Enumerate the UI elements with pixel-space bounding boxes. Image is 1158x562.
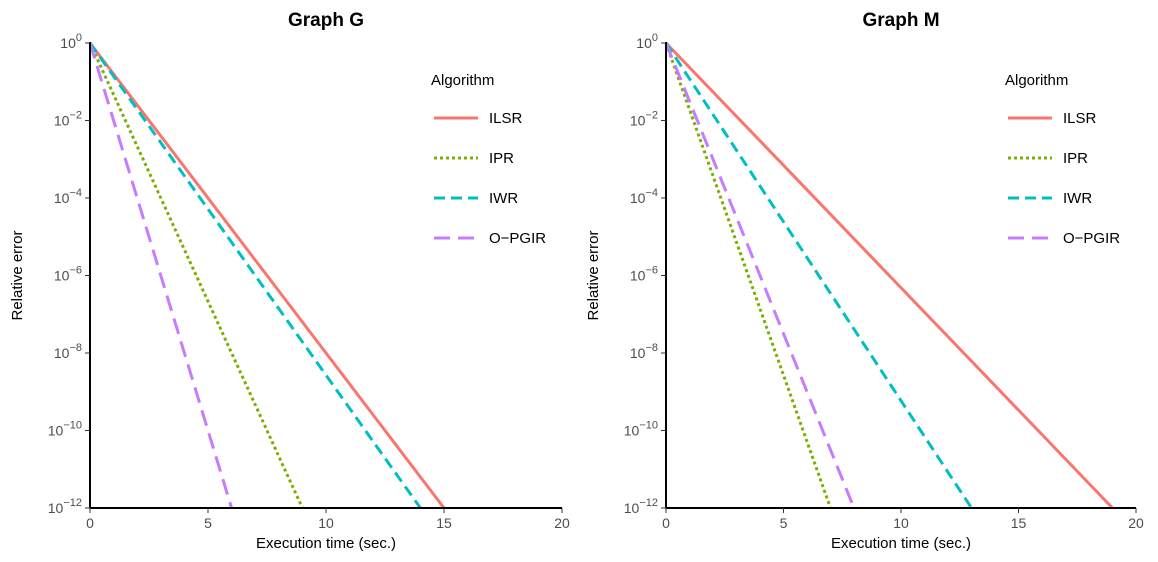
y-tick-exponent: 0 <box>652 32 658 44</box>
legend-label: IPR <box>489 150 514 167</box>
y-tick-label: 10−12 <box>48 497 82 516</box>
y-tick-base: 10 <box>60 35 76 51</box>
y-tick-exponent: −8 <box>69 342 82 354</box>
y-tick-base: 10 <box>48 423 64 439</box>
x-tick-label: 5 <box>204 515 212 531</box>
legend-label: IPR <box>1063 150 1088 167</box>
y-tick-exponent: −10 <box>63 420 82 432</box>
y-tick-exponent: −6 <box>645 265 658 277</box>
chart-title: Graph G <box>288 10 364 31</box>
x-tick-label: 0 <box>86 515 94 531</box>
series-line-ilsr <box>90 42 446 508</box>
y-tick-label: 10−8 <box>54 342 82 361</box>
y-tick-exponent: −12 <box>63 497 82 509</box>
y-tick-label: 10−10 <box>48 420 82 439</box>
legend-label: ILSR <box>1063 110 1097 127</box>
series-line-o-pgir <box>90 42 234 508</box>
y-tick-base: 10 <box>624 500 640 516</box>
series-line-ipr <box>666 42 832 508</box>
y-tick-label: 100 <box>636 32 658 51</box>
y-tick-base: 10 <box>636 35 652 51</box>
series-line-ipr <box>90 42 304 508</box>
y-axis-label: Relative error <box>585 230 602 320</box>
y-tick-base: 10 <box>624 423 640 439</box>
x-tick-label: 15 <box>436 515 452 531</box>
y-tick-base: 10 <box>54 345 70 361</box>
x-tick-label: 10 <box>893 515 909 531</box>
y-tick-base: 10 <box>54 268 70 284</box>
series-line-iwr <box>666 42 973 508</box>
legend-label: O−PGIR <box>1063 230 1120 247</box>
y-tick-exponent: −4 <box>69 187 82 199</box>
x-axis-label: Execution time (sec.) <box>256 535 396 552</box>
legend-label: IWR <box>1063 190 1092 207</box>
x-axis-label: Execution time (sec.) <box>831 535 971 552</box>
x-tick-label: 20 <box>1128 515 1144 531</box>
y-tick-label: 100 <box>60 32 82 51</box>
y-tick-exponent: −2 <box>645 110 658 122</box>
y-tick-label: 10−4 <box>54 187 82 206</box>
legend-title: Algorithm <box>431 72 494 89</box>
y-axis-label: Relative error <box>9 230 26 320</box>
y-tick-label: 10−8 <box>630 342 658 361</box>
legend-title: Algorithm <box>1005 72 1068 89</box>
y-tick-exponent: −4 <box>645 187 658 199</box>
y-tick-exponent: −8 <box>645 342 658 354</box>
y-tick-label: 10−6 <box>54 265 82 284</box>
legend-label: ILSR <box>489 110 523 127</box>
y-tick-base: 10 <box>630 190 646 206</box>
legend: Algorithm ILSR IPR IWR O−PGIR <box>431 72 546 247</box>
y-tick-exponent: −2 <box>69 110 82 122</box>
legend-label: IWR <box>489 190 518 207</box>
y-tick-exponent: −10 <box>639 420 658 432</box>
y-tick-label: 10−10 <box>624 420 658 439</box>
legend-label: O−PGIR <box>489 230 546 247</box>
y-tick-base: 10 <box>630 268 646 284</box>
x-tick-label: 15 <box>1011 515 1027 531</box>
series-line-o-pgir <box>666 42 856 508</box>
chart-panel-2: Graph M0 5 10 15 2010010−210−410−610−810−101… <box>585 10 1144 552</box>
x-tick-label: 10 <box>318 515 334 531</box>
y-tick-base: 10 <box>48 500 64 516</box>
y-tick-label: 10−12 <box>624 497 658 516</box>
x-tick-label: 20 <box>554 515 570 531</box>
series-group <box>90 42 446 508</box>
y-tick-label: 10−6 <box>630 265 658 284</box>
y-tick-label: 10−4 <box>630 187 658 206</box>
series-group <box>666 41 1114 508</box>
chart-panel-1: Graph G0 5 10 15 2010010−210−410−610−810−101… <box>9 10 570 552</box>
legend: Algorithm ILSR IPR IWR O−PGIR <box>1005 72 1120 247</box>
chart-title: Graph M <box>862 10 939 31</box>
y-tick-base: 10 <box>54 113 70 129</box>
x-tick-label: 0 <box>662 515 670 531</box>
series-line-ilsr <box>666 41 1114 508</box>
series-line-iwr <box>90 42 422 508</box>
y-tick-exponent: −12 <box>639 497 658 509</box>
y-tick-base: 10 <box>630 113 646 129</box>
y-tick-label: 10−2 <box>630 110 658 129</box>
y-tick-exponent: 0 <box>76 32 82 44</box>
y-tick-exponent: −6 <box>69 265 82 277</box>
y-tick-base: 10 <box>54 190 70 206</box>
y-tick-base: 10 <box>630 345 646 361</box>
y-tick-label: 10−2 <box>54 110 82 129</box>
x-tick-label: 5 <box>780 515 788 531</box>
